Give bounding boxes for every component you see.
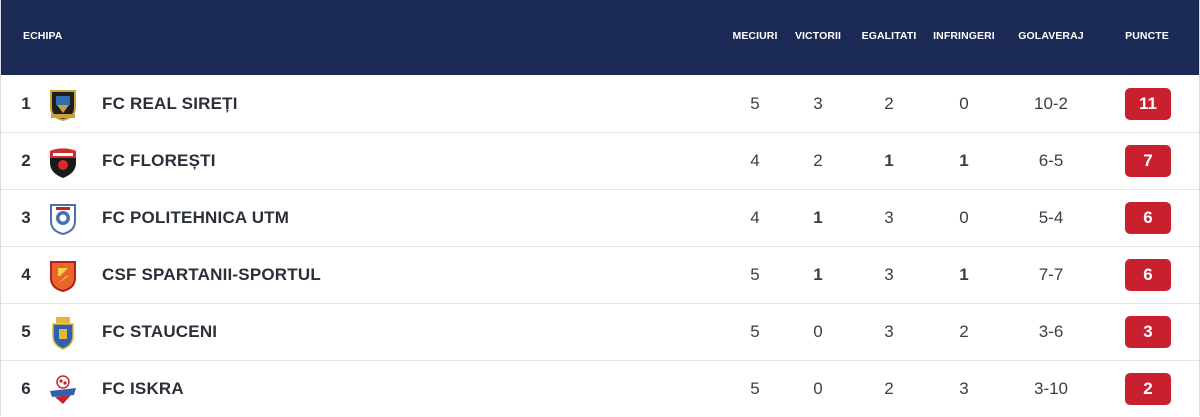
table-row[interactable]: 5 FC STAUCENI 5 0 3 2 3-6 3 [1, 304, 1199, 361]
table-row[interactable]: 1 FC REAL SIREȚI 5 3 2 0 10-2 11 [1, 76, 1199, 133]
losses-value: 1 [959, 265, 969, 284]
matches-value: 4 [750, 208, 760, 227]
wins-value: 2 [813, 151, 823, 170]
draws-value: 2 [884, 94, 894, 113]
header-matches[interactable]: MECIURI [732, 30, 778, 42]
position: 4 [21, 265, 31, 284]
header-goal-difference[interactable]: GOLAVERAJ [1018, 30, 1084, 42]
points-badge: 3 [1125, 316, 1171, 348]
table-header: ECHIPA MECIURI VICTORII EGALITATI INFRIN… [1, 0, 1199, 75]
position: 2 [21, 151, 31, 170]
crest-black-gold-icon[interactable] [47, 88, 79, 122]
team-name[interactable]: FC REAL SIREȚI [102, 94, 238, 113]
goals-value: 6-5 [1038, 151, 1064, 170]
team-name[interactable]: FC FLOREȘTI [102, 151, 216, 170]
draws-value: 3 [884, 265, 894, 284]
wins-value: 0 [813, 322, 823, 341]
header-team[interactable]: ECHIPA [23, 30, 63, 42]
goals-value: 10-2 [1033, 94, 1069, 113]
position: 6 [21, 379, 31, 398]
crest-blue-yellow-icon[interactable] [47, 316, 79, 350]
header-draws[interactable]: EGALITATI [861, 30, 917, 42]
losses-value: 0 [959, 94, 969, 113]
header-points[interactable]: PUNCTE [1125, 30, 1169, 42]
crest-orange-red-icon[interactable] [47, 259, 79, 293]
matches-value: 5 [750, 265, 760, 284]
matches-value: 5 [750, 94, 760, 113]
team-name[interactable]: FC POLITEHNICA UTM [102, 208, 290, 227]
goals-value: 3-6 [1038, 322, 1064, 341]
table-row[interactable]: 2 FC FLOREȘTI 4 2 1 1 6-5 7 [1, 133, 1199, 190]
losses-value: 2 [959, 322, 969, 341]
points-badge: 2 [1125, 373, 1171, 405]
goals-value: 5-4 [1038, 208, 1064, 227]
crest-iskra-icon[interactable] [47, 373, 79, 407]
crest-red-black-icon[interactable] [47, 145, 79, 179]
matches-value: 5 [750, 379, 760, 398]
table-row[interactable]: 4 CSF SPARTANII-SPORTUL 5 1 3 1 7-7 6 [1, 247, 1199, 304]
losses-value: 0 [959, 208, 969, 227]
team-name[interactable]: FC ISKRA [102, 379, 184, 398]
points-badge: 7 [1125, 145, 1171, 177]
draws-value: 3 [884, 322, 894, 341]
wins-value: 0 [813, 379, 823, 398]
draws-value: 3 [884, 208, 894, 227]
team-name[interactable]: FC STAUCENI [102, 322, 218, 341]
points-badge: 11 [1125, 88, 1171, 120]
table-row[interactable]: 6 FC ISKRA 5 0 2 3 3-10 2 [1, 361, 1199, 416]
header-wins[interactable]: VICTORII [794, 30, 842, 42]
goals-value: 3-10 [1033, 379, 1069, 398]
draws-value: 1 [884, 151, 894, 170]
header-losses[interactable]: INFRINGERI [933, 30, 995, 42]
position: 5 [21, 322, 31, 341]
table-row[interactable]: 3 FC POLITEHNICA UTM 4 1 3 0 5-4 6 [1, 190, 1199, 247]
position: 1 [21, 94, 31, 113]
goals-value: 7-7 [1038, 265, 1064, 284]
losses-value: 1 [959, 151, 969, 170]
points-badge: 6 [1125, 202, 1171, 234]
team-name[interactable]: CSF SPARTANII-SPORTUL [102, 265, 321, 284]
wins-value: 1 [813, 208, 823, 227]
wins-value: 1 [813, 265, 823, 284]
points-badge: 6 [1125, 259, 1171, 291]
matches-value: 5 [750, 322, 760, 341]
draws-value: 2 [884, 379, 894, 398]
matches-value: 4 [750, 151, 760, 170]
wins-value: 3 [813, 94, 823, 113]
crest-blue-white-icon[interactable] [47, 202, 79, 236]
position: 3 [21, 208, 31, 227]
losses-value: 3 [959, 379, 969, 398]
